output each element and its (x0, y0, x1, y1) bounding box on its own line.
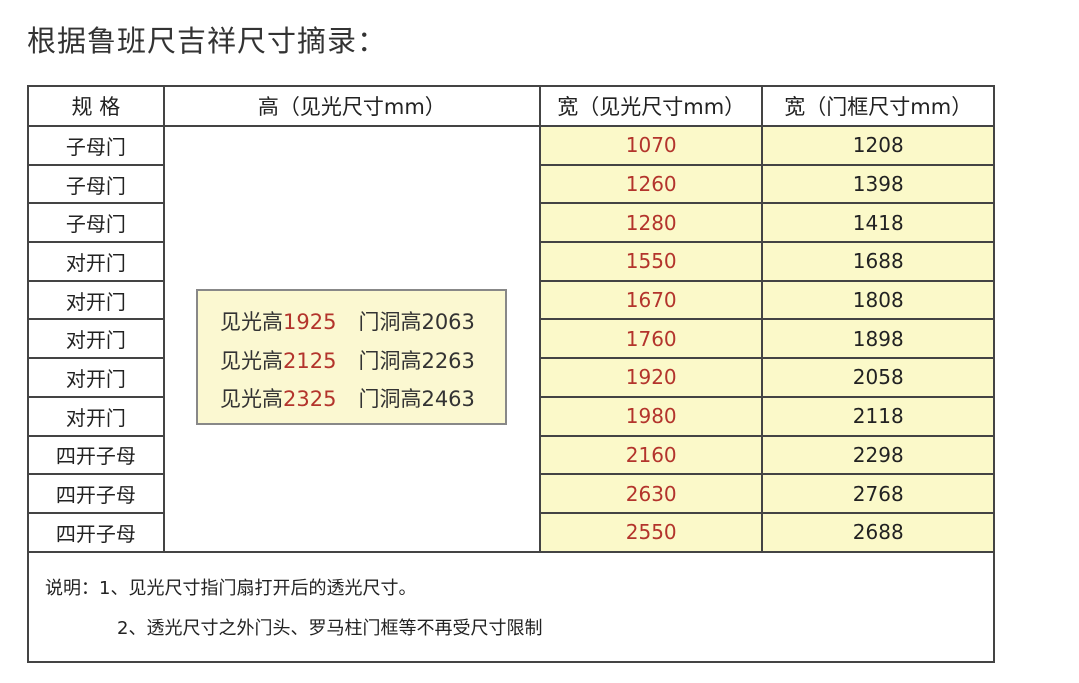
cell-clear-width: 1760 (540, 320, 764, 360)
clear-height-value: 2125 (283, 348, 337, 373)
cell-frame-width: 2768 (763, 475, 993, 514)
cell-spec: 子母门 (29, 165, 165, 205)
header-spec: 规 格 (29, 87, 165, 127)
header-height: 高（见光尺寸mm） (164, 87, 541, 127)
cell-spec: 对开门 (29, 281, 165, 321)
table-row: 对开门 1670 1808 (29, 281, 993, 321)
cell-height (165, 436, 541, 476)
header-clear-width: 宽（见光尺寸mm） (540, 87, 764, 127)
cell-clear-width: 1920 (540, 359, 764, 398)
height-line: 见光高2325 门洞高2463 (220, 380, 505, 419)
opening-height-label: 门洞高 (358, 348, 422, 373)
opening-height-label: 门洞高 (358, 310, 422, 334)
cell-frame-width: 1808 (763, 281, 993, 321)
table-row: 子母门 1280 1418 (29, 204, 993, 244)
cell-clear-width: 1280 (540, 204, 764, 244)
table-header: 规 格 高（见光尺寸mm） 宽（见光尺寸mm） 宽（门框尺寸mm） (29, 87, 993, 127)
clear-height-label: 见光高 (220, 348, 283, 373)
cell-height (165, 204, 541, 244)
cell-height (165, 127, 541, 166)
cell-height (165, 475, 541, 514)
opening-height-value: 2463 (421, 387, 475, 411)
clear-height-value: 2325 (283, 387, 337, 411)
notes: 说明：1、见光尺寸指门扇打开后的透光尺寸。 2、透光尺寸之外门头、罗马柱门框等不… (29, 553, 993, 661)
cell-height (165, 320, 541, 360)
cell-spec: 对开门 (29, 359, 165, 398)
clear-height-value: 1925 (283, 310, 337, 334)
cell-spec: 子母门 (29, 204, 165, 244)
cell-clear-width: 1260 (540, 165, 764, 205)
cell-clear-width: 1670 (540, 281, 764, 321)
cell-frame-width: 2118 (763, 397, 993, 437)
cell-spec: 对开门 (29, 243, 165, 282)
height-line: 见光高2125 门洞高2263 (220, 342, 505, 381)
cell-spec: 子母门 (29, 127, 165, 166)
cell-spec: 四开子母 (29, 475, 165, 514)
opening-height-value: 2263 (421, 348, 475, 373)
table-row: 四开子母 2160 2298 (29, 436, 993, 476)
cell-clear-width: 1550 (540, 243, 764, 282)
table-body: 子母门 1070 1208 子母门 1260 1398 子母门 1280 1418 对开门 1550… (29, 127, 993, 553)
cell-height (165, 165, 541, 205)
table-row: 四开子母 2630 2768 (29, 475, 993, 514)
table-row: 四开子母 2550 2688 (29, 513, 993, 553)
cell-frame-width: 1898 (763, 320, 993, 360)
table-row: 对开门 1920 2058 (29, 359, 993, 398)
clear-height-label: 见光高 (220, 387, 283, 411)
table-row: 对开门 1550 1688 (29, 243, 993, 282)
cell-frame-width: 2298 (763, 436, 993, 476)
cell-height (165, 281, 541, 321)
cell-frame-width: 1398 (763, 165, 993, 205)
cell-spec: 四开子母 (29, 436, 165, 476)
cell-frame-width: 2058 (763, 359, 993, 398)
cell-height (164, 513, 541, 553)
cell-spec: 对开门 (29, 320, 165, 360)
cell-frame-width: 1688 (763, 243, 993, 282)
table-row: 子母门 1070 1208 (29, 127, 993, 166)
note-line: 2、透光尺寸之外门头、罗马柱门框等不再受尺寸限制 (117, 617, 543, 639)
cell-clear-width: 1980 (540, 397, 764, 437)
cell-clear-width: 1070 (540, 127, 764, 166)
height-line: 见光高1925 门洞高2063 (220, 303, 505, 342)
height-box: 见光高1925 门洞高2063 见光高2125 门洞高2263 见光高2325 门洞高24… (196, 289, 507, 425)
opening-height-label: 门洞高 (358, 387, 422, 411)
cell-spec: 四开子母 (29, 513, 165, 553)
cell-height (165, 359, 541, 398)
cell-spec: 对开门 (29, 397, 165, 437)
page-title: 根据鲁班尺吉祥尺寸摘录： (27, 24, 388, 58)
cell-frame-width: 2688 (763, 513, 993, 553)
door-size-table: 规 格 高（见光尺寸mm） 宽（见光尺寸mm） 宽（门框尺寸mm） 子母门 107… (27, 85, 995, 663)
cell-frame-width: 1208 (763, 127, 993, 166)
cell-clear-width: 2160 (540, 436, 764, 476)
table-row: 子母门 1260 1398 (29, 165, 993, 205)
table-row: 对开门 1760 1898 (29, 320, 993, 360)
cell-height (165, 243, 541, 282)
cell-height (165, 397, 541, 437)
cell-frame-width: 1418 (763, 204, 993, 244)
cell-clear-width: 2550 (540, 513, 764, 553)
note-line: 说明：1、见光尺寸指门扇打开后的透光尺寸。 (45, 577, 417, 599)
table-row: 对开门 1980 2118 (29, 397, 993, 437)
opening-height-value: 2063 (421, 310, 475, 334)
clear-height-label: 见光高 (220, 310, 283, 334)
header-frame-width: 宽（门框尺寸mm） (763, 87, 993, 127)
cell-clear-width: 2630 (540, 475, 764, 514)
